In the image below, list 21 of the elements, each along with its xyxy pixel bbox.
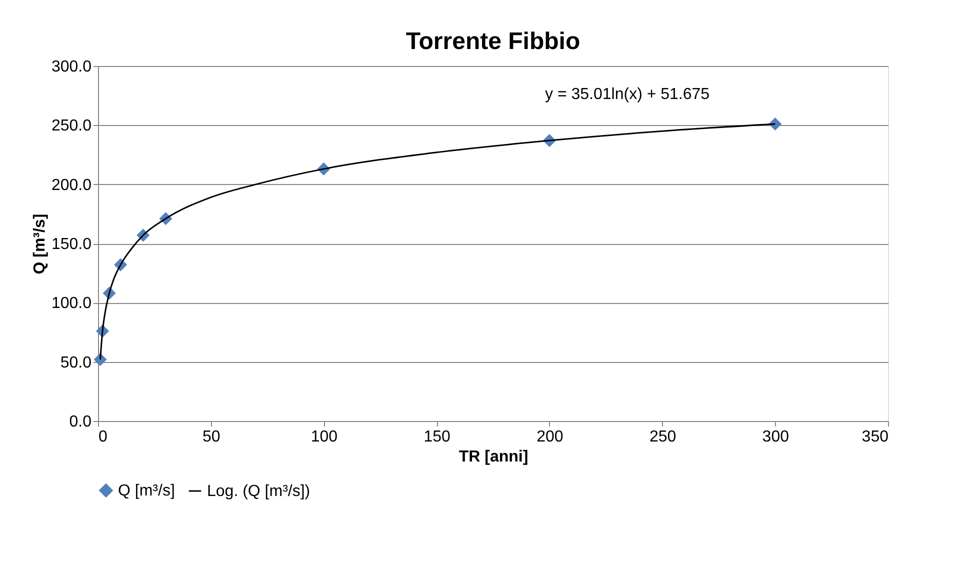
x-tick-label: 0 — [98, 428, 108, 446]
legend-label: Log. (Q [m³/s]) — [207, 483, 310, 500]
x-axis-title: TR [anni] — [458, 448, 528, 466]
y-tick-label: 100.0 — [51, 295, 92, 312]
x-tick-label: 50 — [202, 428, 220, 446]
y-tick-label: 250.0 — [51, 118, 92, 135]
x-tick-label: 300 — [762, 428, 790, 446]
annotation: y = 35.01ln(x) + 51.675 — [545, 86, 710, 103]
x-tick-label: 150 — [424, 428, 451, 446]
x-tick-label: 250 — [649, 428, 676, 446]
x-tick-label: 100 — [310, 428, 338, 446]
y-tick-label: 150.0 — [51, 236, 92, 253]
x-tick-label: 200 — [536, 428, 564, 446]
y-tick-label: 300.0 — [51, 58, 92, 76]
y-tick-label: 0.0 — [69, 414, 92, 430]
y-tick-label: 50.0 — [60, 354, 92, 372]
y-tick-label: 200.0 — [51, 176, 92, 194]
x-tick-label: 350 — [862, 428, 889, 446]
chart-title: Torrente Fibbio — [406, 28, 580, 55]
legend-label: Q [m³/s] — [118, 482, 175, 500]
y-axis-title: Q [m³/s] — [31, 214, 48, 274]
